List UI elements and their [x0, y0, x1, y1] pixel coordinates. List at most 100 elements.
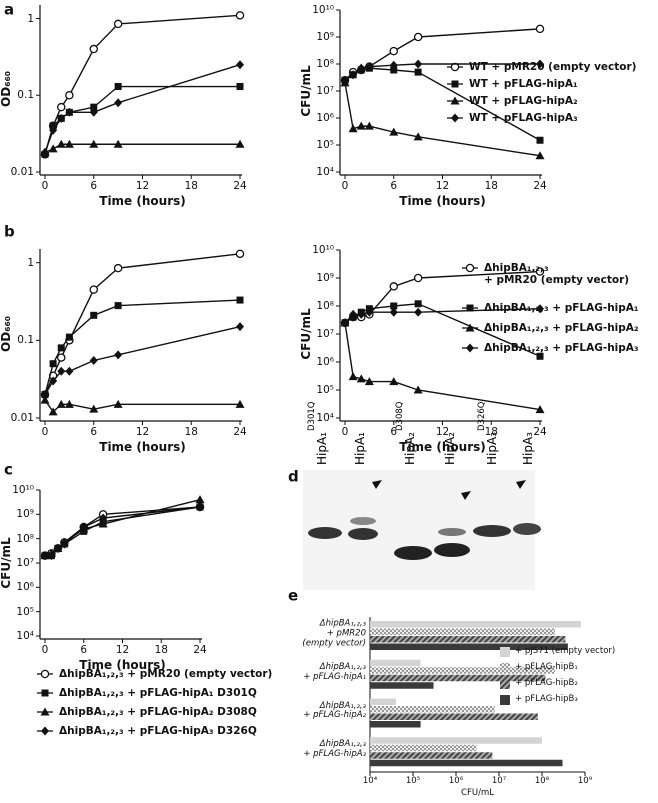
y-tick-label: 10⁷: [16, 556, 34, 569]
x-tick-label: 10⁶: [448, 776, 464, 787]
data-point: [364, 121, 374, 130]
legend-label: ΔhipBA₁,₂,₃ + pFLAG-hipA₃: [484, 341, 639, 354]
x-axis-title: Time (hours): [399, 194, 486, 209]
legend-marker: [41, 689, 49, 697]
bar: [370, 721, 421, 728]
category-label: ΔhipBA₁,₂,₃ + pFLAG-hipA₂: [303, 700, 366, 721]
legend-label: ΔhipBA₁,₂,₃ + pFLAG-hipA₁: [484, 301, 639, 314]
data-point: [357, 309, 366, 319]
y-tick-label: 10⁸: [16, 532, 34, 545]
data-point: [535, 151, 545, 160]
data-point: [536, 59, 544, 69]
legend-marker: [40, 669, 50, 679]
data-point: [414, 300, 422, 308]
data-point: [348, 372, 358, 381]
bar: [370, 737, 542, 744]
data-point: [236, 83, 244, 91]
data-point: [90, 311, 98, 319]
data-point: [114, 302, 122, 310]
data-point: [536, 352, 544, 360]
data-point: [236, 296, 244, 304]
legend-label: WT + pMR20 (empty vector): [469, 60, 637, 73]
bar: [370, 628, 555, 635]
legend-label: + pJS71 (empty vector): [515, 646, 616, 657]
series-line: [44, 299, 241, 395]
y-tick-label: 10¹⁰: [312, 243, 334, 256]
data-point: [389, 282, 398, 291]
y-axis-title: CFU/mL: [299, 308, 314, 360]
x-tick-label: 18: [154, 643, 168, 656]
data-point: [235, 11, 245, 20]
data-point: [236, 60, 244, 70]
x-tick-label: 12: [135, 425, 150, 438]
x-axis-title: Time (hours): [79, 658, 166, 673]
data-point: [356, 121, 366, 130]
x-axis-title: Time (hours): [99, 194, 186, 209]
y-tick-label: 10⁷: [316, 84, 334, 97]
y-axis-title: CFU/mL: [299, 65, 314, 117]
data-point: [413, 385, 423, 394]
y-tick-label: 0.01: [10, 411, 34, 424]
data-point: [113, 399, 123, 408]
data-point: [48, 407, 58, 416]
lane-mutation: D301Q: [307, 401, 317, 431]
x-tick-label: 0: [41, 179, 49, 192]
x-tick-label: 6: [90, 425, 98, 438]
panel-label: c: [4, 460, 13, 479]
legend-marker: [466, 343, 474, 353]
data-point: [89, 285, 99, 294]
series-line: [44, 14, 241, 155]
y-tick-label: 10⁹: [16, 508, 34, 521]
x-tick-label: 12: [115, 643, 130, 656]
y-tick-label: 1: [27, 256, 34, 269]
x-tick-label: 18: [184, 179, 198, 192]
data-point: [53, 543, 62, 553]
data-point: [364, 377, 374, 386]
data-point: [49, 125, 58, 135]
data-point: [365, 62, 374, 72]
bar: [370, 621, 581, 628]
x-axis-title: CFU/mL: [461, 788, 494, 799]
x-tick-label: 12: [135, 179, 150, 192]
panel-label: e: [288, 586, 299, 605]
legend-swatch: [500, 663, 510, 673]
legend-label: ΔhipBA₁,₂,₃ + pMR20 (empty vector): [59, 667, 273, 680]
bar: [370, 682, 434, 689]
bar: [370, 674, 546, 682]
legend-label: ΔhipBA₁,₂,₃ + pFLAG-hipA₁ D301Q: [59, 686, 257, 699]
lane-label: HipA₁: [315, 432, 329, 465]
data-point: [57, 344, 65, 352]
legend-label: ΔhipBA₁,₂,₃ + pFLAG-hipA₃ D326Q: [59, 724, 257, 737]
data-point: [47, 551, 56, 561]
bar: [370, 752, 493, 759]
x-tick-label: 12: [435, 425, 450, 438]
legend-label: WT + pFLAG-hipA₂: [469, 94, 578, 107]
panel-label: d: [288, 467, 299, 486]
series-line: [44, 506, 201, 557]
y-tick-label: 10⁴: [16, 629, 34, 642]
data-point: [113, 19, 123, 29]
legend-marker: [451, 80, 459, 88]
y-tick-label: 1: [27, 12, 34, 25]
y-tick-label: 0.01: [10, 165, 34, 178]
bar: [370, 636, 566, 643]
data-point: [41, 147, 49, 157]
panel-label: a: [4, 0, 15, 19]
series-line: [44, 325, 241, 395]
x-tick-label: 24: [533, 179, 547, 192]
data-point: [49, 376, 58, 386]
data-point: [365, 307, 374, 317]
x-tick-label: 0: [41, 425, 49, 438]
x-tick-label: 0: [341, 425, 349, 438]
data-point: [113, 139, 123, 148]
category-label: ΔhipBA₁,₂,₃ + pFLAG-hipA₁: [303, 661, 366, 682]
legend-marker: [465, 263, 475, 273]
data-point: [389, 307, 398, 317]
series-line: [45, 506, 201, 557]
y-tick-label: 10¹⁰: [12, 483, 34, 496]
x-tick-label: 6: [390, 179, 398, 192]
data-point: [89, 107, 98, 117]
data-point: [65, 366, 74, 376]
x-axis-title: Time (hours): [99, 440, 186, 455]
